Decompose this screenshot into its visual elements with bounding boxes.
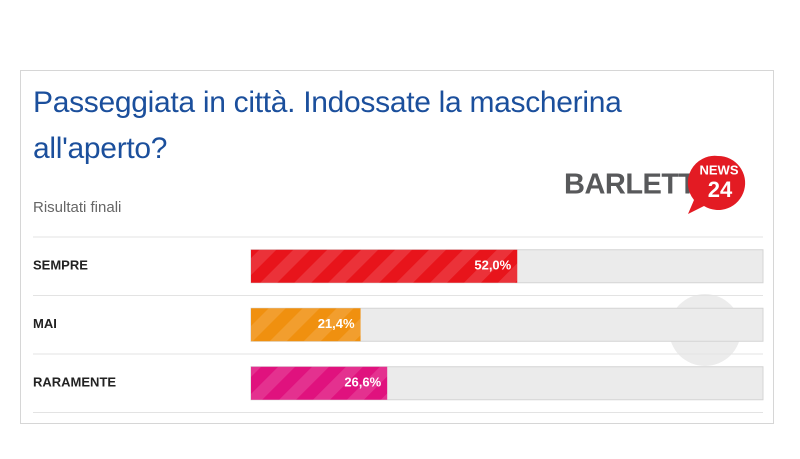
bar-stripes [251, 308, 361, 342]
logo-badge [687, 155, 746, 214]
logo-badge-bottom: 24 [708, 177, 733, 202]
value-label: 52,0% [474, 258, 511, 273]
chart-title: Passeggiata in città. Indossate la masch… [33, 86, 622, 165]
poll-card [20, 70, 774, 424]
bar-stripes [251, 366, 388, 400]
category-label: SEMPRE [33, 258, 88, 273]
chart-subtitle: Risultati finali [33, 199, 122, 216]
category-label: RARAMENTE [33, 375, 116, 390]
bar-stripes [251, 249, 518, 283]
value-label: 26,6% [344, 375, 381, 390]
category-label: MAI [33, 316, 57, 331]
value-label: 21,4% [318, 316, 355, 331]
logo: BARLETTA NEWS 24 [564, 155, 746, 214]
logo-badge-top: NEWS [700, 162, 739, 177]
